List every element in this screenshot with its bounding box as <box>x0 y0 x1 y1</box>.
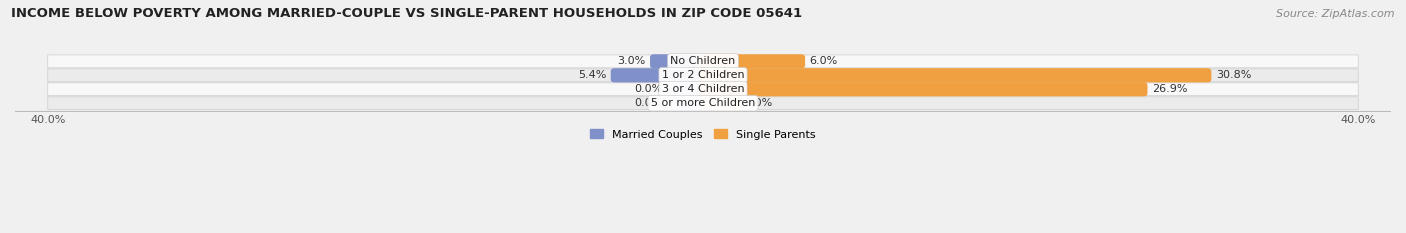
FancyBboxPatch shape <box>48 83 1358 96</box>
FancyBboxPatch shape <box>48 97 1358 110</box>
Text: INCOME BELOW POVERTY AMONG MARRIED-COUPLE VS SINGLE-PARENT HOUSEHOLDS IN ZIP COD: INCOME BELOW POVERTY AMONG MARRIED-COUPL… <box>11 7 803 20</box>
Text: 30.8%: 30.8% <box>1216 70 1251 80</box>
Text: 26.9%: 26.9% <box>1152 84 1187 94</box>
FancyBboxPatch shape <box>666 82 707 96</box>
Text: 5.4%: 5.4% <box>578 70 606 80</box>
Text: Source: ZipAtlas.com: Source: ZipAtlas.com <box>1277 9 1395 19</box>
Text: 0.0%: 0.0% <box>744 98 772 108</box>
FancyBboxPatch shape <box>699 54 806 69</box>
Text: 1 or 2 Children: 1 or 2 Children <box>662 70 744 80</box>
FancyBboxPatch shape <box>699 96 740 110</box>
FancyBboxPatch shape <box>650 54 707 69</box>
Text: 3.0%: 3.0% <box>617 56 645 66</box>
FancyBboxPatch shape <box>699 68 1212 82</box>
FancyBboxPatch shape <box>48 55 1358 68</box>
FancyBboxPatch shape <box>48 69 1358 82</box>
Text: 6.0%: 6.0% <box>810 56 838 66</box>
FancyBboxPatch shape <box>666 96 707 110</box>
Text: No Children: No Children <box>671 56 735 66</box>
Text: 3 or 4 Children: 3 or 4 Children <box>662 84 744 94</box>
FancyBboxPatch shape <box>699 82 1147 96</box>
Legend: Married Couples, Single Parents: Married Couples, Single Parents <box>586 125 820 144</box>
Text: 0.0%: 0.0% <box>634 84 662 94</box>
Text: 0.0%: 0.0% <box>634 98 662 108</box>
Text: 5 or more Children: 5 or more Children <box>651 98 755 108</box>
FancyBboxPatch shape <box>610 68 707 82</box>
